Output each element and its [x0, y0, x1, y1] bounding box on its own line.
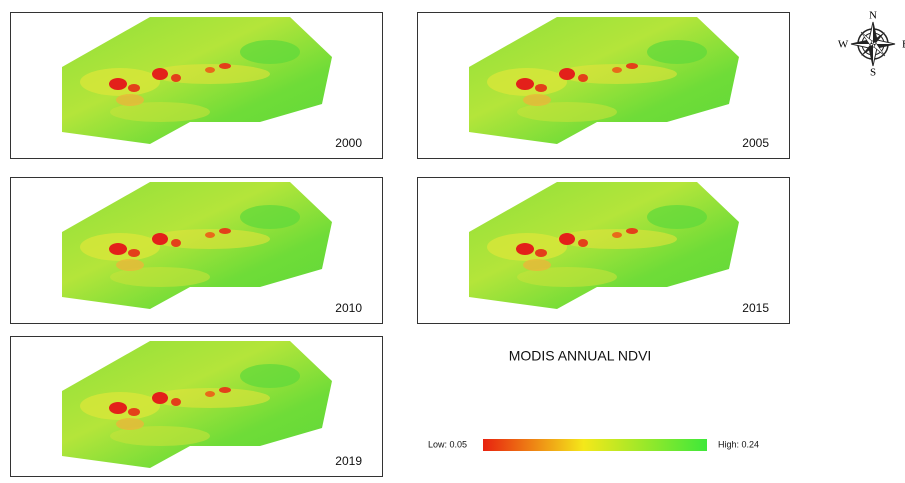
legend-high: High: 0.24: [718, 439, 759, 449]
panel-year: 2010: [335, 301, 362, 315]
map-panel: 2000: [11, 13, 383, 159]
panel-year: 2005: [742, 136, 769, 150]
compass: N S W E: [838, 10, 905, 79]
map-panel: 2015: [418, 178, 790, 324]
panel-year: 2019: [335, 454, 362, 468]
figure: 2000 2005 2010 2015 2019 MODIS ANNUAL NDVI L…: [0, 0, 905, 478]
title: MODIS ANNUAL NDVI: [509, 348, 652, 364]
map-panel: 2005: [418, 13, 790, 159]
legend-bar: [483, 439, 707, 451]
page: {"panels": [{"year": "2000"}, {"year": "…: [0, 0, 905, 478]
panels: 2000 2005 2010 2015 2019: [11, 13, 790, 477]
legend-low: Low: 0.05: [428, 439, 467, 449]
compass-s: S: [870, 67, 876, 79]
panel-year: 2000: [335, 136, 362, 150]
map-panel: 2010: [11, 178, 383, 324]
compass-w: W: [838, 39, 849, 51]
compass-n: N: [869, 10, 877, 22]
map-panel: 2019: [11, 337, 383, 477]
panel-year: 2015: [742, 301, 769, 315]
